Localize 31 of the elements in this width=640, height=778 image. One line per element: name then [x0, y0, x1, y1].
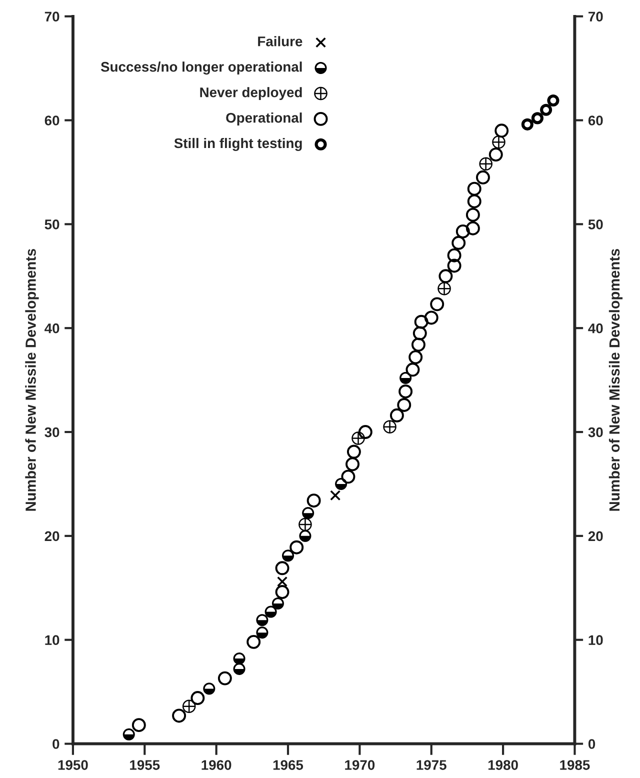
legend-label: Operational	[226, 112, 302, 126]
x-tick-label: 1965	[273, 760, 304, 770]
legend-label: Never deployed	[200, 87, 302, 100]
y-axis-title: Number of New Missile Developments	[25, 248, 39, 511]
y2-tick-label: 0	[588, 739, 596, 749]
legend-label: Failure	[258, 36, 302, 46]
y2-tick-label: 50	[588, 220, 603, 230]
y2-tick-label: 10	[588, 635, 603, 646]
y2-tick-label: 60	[588, 116, 603, 126]
y-tick-label: 40	[44, 323, 60, 334]
y2-tick-label: 20	[588, 531, 603, 542]
x-tick-label: 1975	[416, 760, 446, 770]
y2-tick-label: 70	[588, 12, 603, 22]
x-tick-label: 1960	[202, 760, 232, 770]
x-tick-label: 1955	[130, 760, 160, 770]
x-tick-label: 1985	[560, 760, 590, 770]
y-tick-label: 70	[44, 12, 60, 22]
y-tick-label: 0	[52, 739, 60, 749]
legend-label: Success/no longer operational	[100, 62, 302, 75]
y-tick-label: 10	[45, 635, 60, 646]
x-tick-label: 1970	[345, 760, 375, 770]
y-tick-label: 60	[44, 116, 60, 126]
y-tick-label: 20	[44, 531, 60, 542]
y2-tick-label: 30	[588, 427, 603, 438]
x-tick-label: 1980	[488, 760, 518, 770]
x-tick-label: 1950	[58, 760, 88, 770]
y-tick-label: 30	[44, 427, 60, 438]
legend-label: Still in flight testing	[174, 138, 302, 151]
y2-tick-label: 40	[588, 323, 603, 334]
y2-axis-title: Number of New Missile Developments	[608, 248, 623, 511]
y-tick-label: 50	[44, 220, 60, 230]
